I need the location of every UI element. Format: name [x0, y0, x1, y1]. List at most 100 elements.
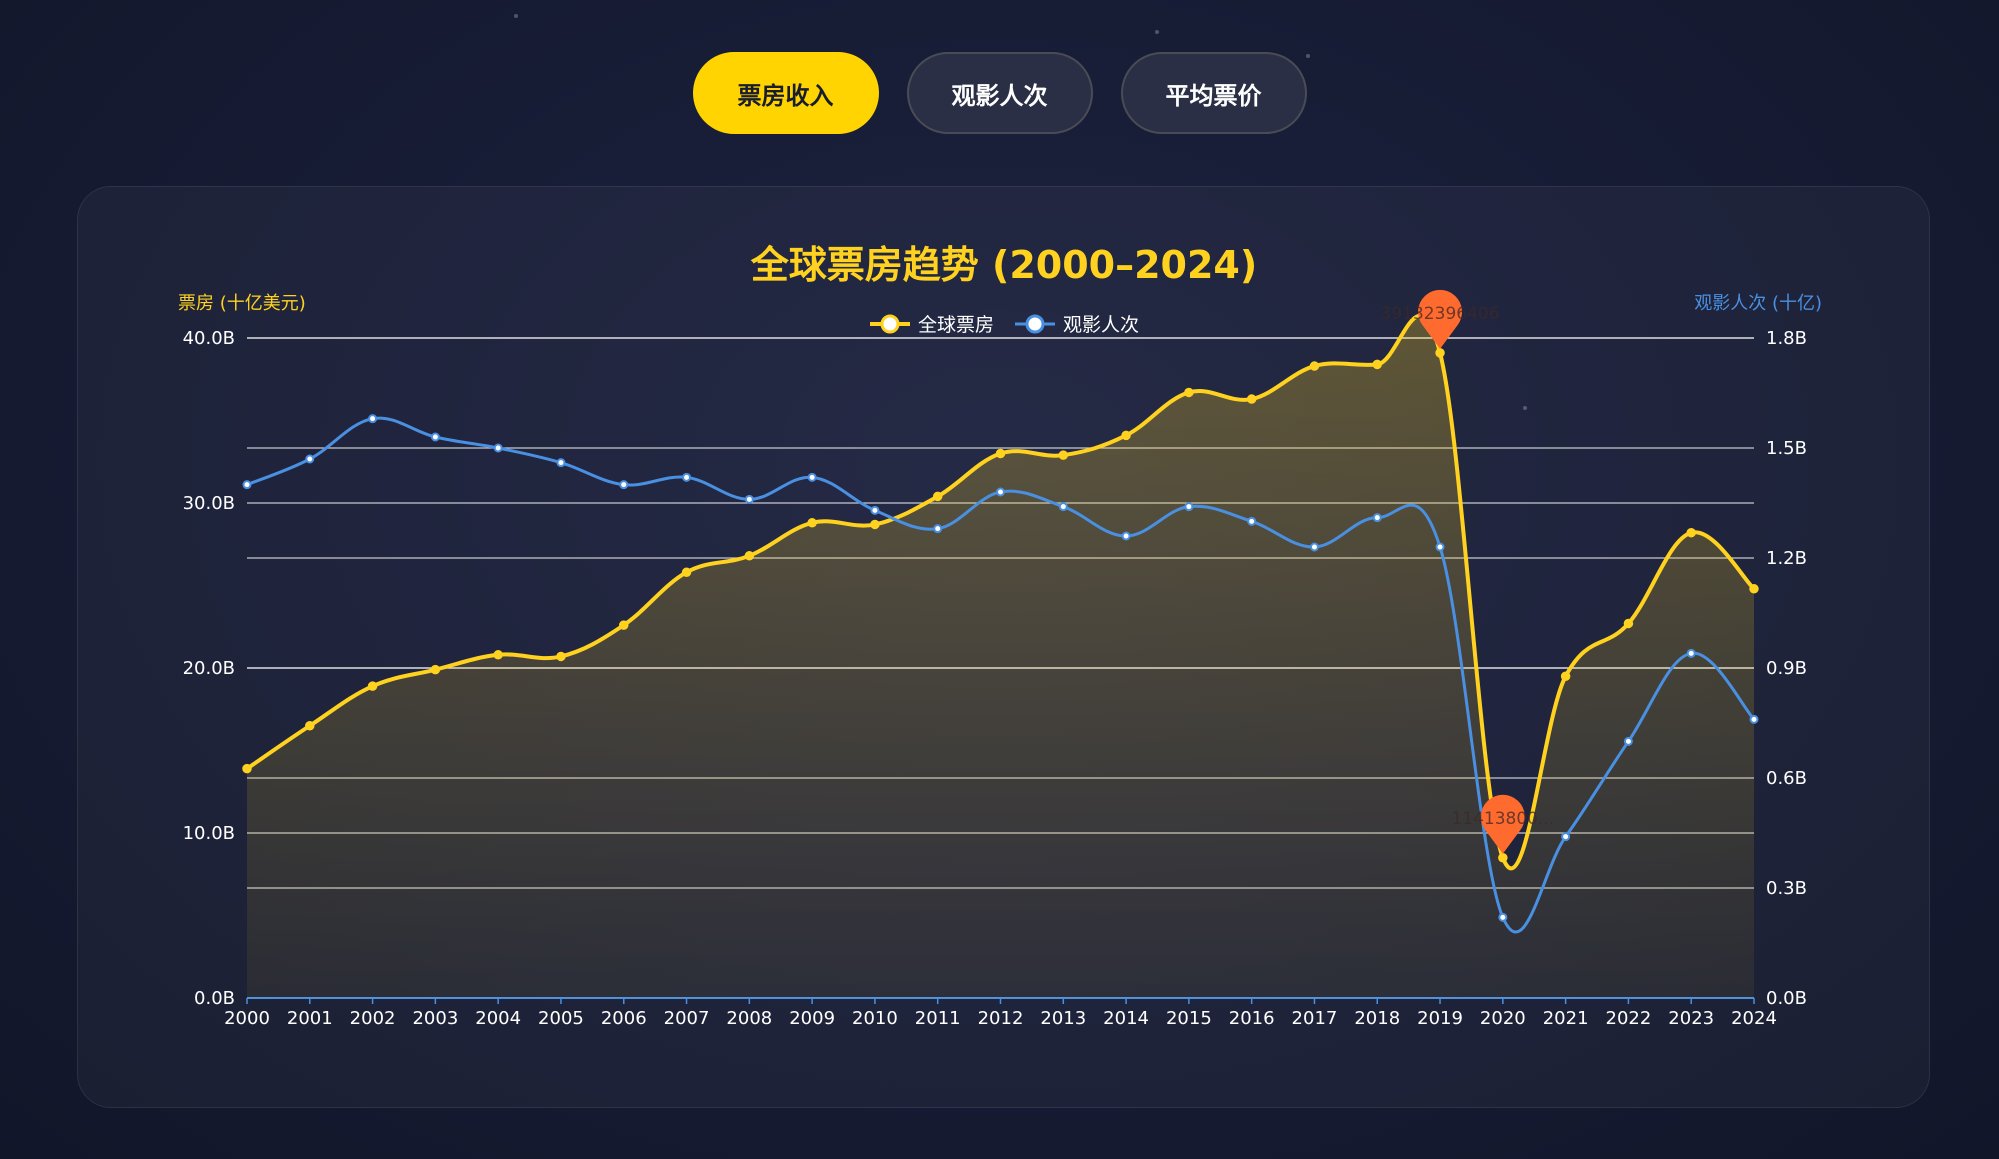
data-point-admissions	[493, 443, 503, 453]
data-point-box-office	[1498, 853, 1508, 863]
y-left-axis-label: 票房 (十亿美元)	[178, 293, 306, 314]
marker-label: 11413800...	[1451, 809, 1554, 829]
data-point-box-office	[681, 567, 692, 578]
marker-label: 39132396406	[1381, 304, 1500, 324]
x-tick-label: 2001	[287, 1008, 333, 1029]
data-point-box-office	[807, 518, 817, 528]
legend-box-office-marker	[880, 314, 900, 334]
y-right-tick-label: 1.8B	[1766, 328, 1807, 349]
data-point-box-office	[367, 681, 378, 691]
data-point-box-office	[1246, 394, 1257, 404]
x-tick-label: 2009	[789, 1008, 835, 1029]
data-point-box-office	[1058, 450, 1069, 460]
x-tick-label: 2004	[475, 1008, 521, 1029]
data-point-box-office	[619, 620, 629, 630]
x-tick-label: 2024	[1731, 1008, 1777, 1029]
y-left-tick-label: 20.0B	[183, 658, 235, 679]
data-point-admissions	[1309, 542, 1319, 552]
star-decoration	[1306, 54, 1310, 58]
chart-panel	[77, 186, 1930, 1108]
box-office-area	[247, 315, 1754, 998]
data-point-admissions	[430, 432, 440, 442]
legend-admissions-marker	[1025, 314, 1045, 334]
star-decoration	[514, 14, 518, 18]
data-point-box-office	[1372, 359, 1382, 370]
data-point-box-office	[932, 491, 943, 502]
data-point-admissions	[1435, 542, 1445, 552]
data-point-box-office	[1184, 387, 1194, 398]
data-point-box-office	[870, 519, 880, 530]
x-tick-label: 2002	[350, 1008, 396, 1029]
x-tick-label: 2012	[978, 1008, 1024, 1029]
data-point-admissions	[1058, 502, 1068, 512]
x-tick-label: 2021	[1543, 1008, 1589, 1029]
data-point-admissions	[1184, 502, 1194, 512]
star-decoration	[1523, 406, 1527, 410]
data-point-box-office	[1121, 430, 1131, 441]
data-point-box-office	[430, 664, 441, 675]
data-point-admissions	[1121, 531, 1131, 541]
x-tick-label: 2006	[601, 1008, 647, 1029]
data-point-admissions	[619, 480, 629, 490]
data-point-admissions	[1749, 714, 1759, 724]
tab-average-price[interactable]: 平均票价	[1120, 52, 1307, 134]
data-point-box-office	[242, 763, 252, 774]
data-point-box-office	[1435, 348, 1445, 358]
x-tick-label: 2011	[915, 1008, 961, 1029]
data-point-box-office	[493, 650, 503, 660]
x-tick-label: 2014	[1103, 1008, 1149, 1029]
data-point-admissions	[1372, 513, 1382, 523]
data-point-box-office	[1623, 618, 1634, 629]
x-tick-label: 2010	[852, 1008, 898, 1029]
data-point-box-office	[1309, 361, 1320, 371]
data-point-admissions	[996, 487, 1005, 497]
series-line-box-office	[245, 313, 1756, 871]
y-right-tick-label: 0.3B	[1766, 878, 1807, 899]
y-right-tick-label: 0.6B	[1766, 768, 1807, 789]
data-point-box-office	[1560, 671, 1571, 681]
data-point-admissions	[682, 472, 692, 482]
x-tick-label: 2007	[664, 1008, 710, 1029]
x-tick-label: 2022	[1606, 1008, 1652, 1029]
data-point-admissions	[1561, 832, 1571, 842]
data-point-box-office	[995, 448, 1006, 459]
x-tick-label: 2020	[1480, 1008, 1526, 1029]
data-point-admissions	[870, 505, 880, 515]
x-tick-label: 2005	[538, 1008, 584, 1029]
x-tick-label: 2015	[1166, 1008, 1212, 1029]
y-left-tick-label: 40.0B	[183, 328, 235, 349]
data-point-admissions	[1686, 648, 1696, 658]
y-right-tick-label: 0.9B	[1766, 658, 1807, 679]
x-tick-label: 2019	[1417, 1008, 1463, 1029]
metric-tabs: 票房收入 观影人次 平均票价	[0, 52, 1999, 134]
y-right-axis-label: 观影人次 (十亿)	[1694, 293, 1822, 314]
x-tick-label: 2008	[726, 1008, 772, 1029]
data-point-admissions	[807, 472, 817, 482]
tab-box-office[interactable]: 票房收入	[692, 52, 879, 134]
data-point-box-office	[744, 551, 755, 561]
y-right-tick-label: 1.5B	[1766, 438, 1807, 459]
data-point-admissions	[744, 494, 754, 504]
data-point-admissions	[368, 414, 378, 424]
x-tick-label: 2000	[224, 1008, 270, 1029]
data-point-admissions	[1623, 736, 1633, 746]
data-point-admissions	[1498, 912, 1508, 922]
x-tick-label: 2018	[1354, 1008, 1400, 1029]
data-point-admissions	[556, 458, 566, 468]
data-point-admissions	[305, 454, 315, 464]
x-tick-label: 2016	[1229, 1008, 1275, 1029]
x-tick-label: 2003	[412, 1008, 458, 1029]
y-left-tick-label: 0.0B	[194, 988, 235, 1009]
series-line-admissions	[246, 416, 1756, 934]
chart-title: 全球票房趋势 (2000–2024)	[750, 243, 1258, 287]
x-tick-label: 2013	[1040, 1008, 1086, 1029]
y-right-tick-label: 0.0B	[1766, 988, 1807, 1009]
data-point-admissions	[242, 480, 252, 490]
legend-box-office-label: 全球票房	[918, 314, 994, 336]
data-point-box-office	[1749, 584, 1759, 594]
star-decoration	[1155, 30, 1159, 34]
data-point-box-office	[556, 651, 566, 662]
tab-admissions[interactable]: 观影人次	[906, 52, 1093, 134]
data-point-box-office	[305, 721, 315, 731]
